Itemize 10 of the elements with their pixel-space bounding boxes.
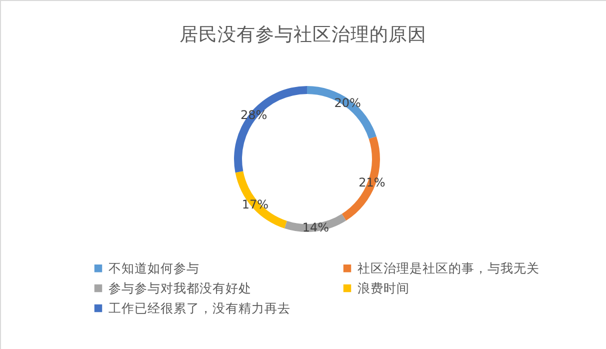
legend-label: 参与参与对我都没有好处 — [108, 280, 252, 296]
legend-label: 工作已经很累了，没有精力再去 — [108, 300, 290, 316]
donut-slice — [307, 86, 376, 139]
legend-label: 社区治理是社区的事，与我无关 — [358, 260, 540, 276]
legend-label: 不知道如何参与 — [108, 260, 200, 276]
chart-title: 居民没有参与社区治理的原因 — [180, 24, 426, 46]
legend-label: 浪费时间 — [358, 280, 410, 296]
donut-slice — [235, 171, 287, 228]
data-label: 14% — [302, 220, 329, 234]
donut-slice — [234, 86, 307, 173]
